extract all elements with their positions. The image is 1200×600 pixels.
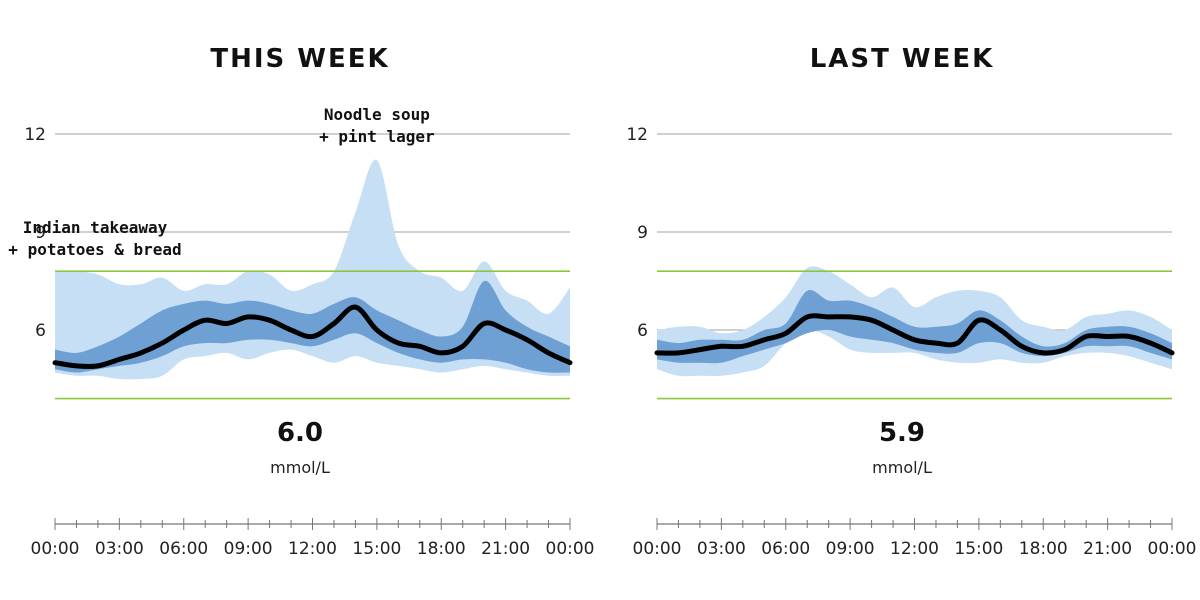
annotation: Indian takeaway + potatoes & bread <box>8 218 181 259</box>
annotation: Noodle soup + pint lager <box>319 105 435 146</box>
this-week-chart: 6 9 12 00:00 03:00 06:00 09:00 12:00 15:00 18:00 2… <box>8 105 595 559</box>
inner-percentile-band <box>657 290 1172 364</box>
x-tick-label: 09:00 <box>826 539 875 559</box>
y-tick-label: 12 <box>24 125 46 145</box>
x-tick-label: 00:00 <box>31 539 80 559</box>
inner-percentile-band <box>55 280 570 373</box>
x-tick-label: 15:00 <box>954 539 1003 559</box>
x-tick-label: 03:00 <box>95 539 144 559</box>
average-value: 5.9 <box>878 418 926 448</box>
last-week-panel: LAST WEEK 6 9 12 00:00 03:00 06:00 09:00 12:00 1… <box>602 0 1200 600</box>
outer-percentile-band <box>657 266 1172 377</box>
average-value: 6.0 <box>276 418 324 448</box>
y-tick-label: 12 <box>626 125 648 145</box>
x-tick-label: 12:00 <box>288 539 337 559</box>
panel-title: THIS WEEK <box>210 44 390 74</box>
x-tick-label: 12:00 <box>890 539 939 559</box>
average-unit: mmol/L <box>872 458 932 477</box>
y-tick-label: 6 <box>637 321 648 341</box>
annotation-line: Indian takeaway <box>23 218 168 237</box>
y-tick-label: 9 <box>637 223 648 243</box>
x-tick-label: 03:00 <box>697 539 746 559</box>
annotation-line: + pint lager <box>319 127 435 146</box>
x-tick-label: 18:00 <box>1019 539 1068 559</box>
average-unit: mmol/L <box>270 458 330 477</box>
median-line <box>52 304 573 370</box>
y-tick-label: 6 <box>35 321 46 341</box>
x-tick-label: 00:00 <box>1148 539 1197 559</box>
x-tick-label: 15:00 <box>352 539 401 559</box>
x-tick-label: 21:00 <box>1083 539 1132 559</box>
x-tick-label: 21:00 <box>481 539 530 559</box>
this-week-panel: THIS WEEK 6 9 12 00:00 03:00 06:00 09:00 12:00 1… <box>8 44 595 559</box>
x-tick-label: 06:00 <box>159 539 208 559</box>
last-week-chart: 6 9 12 00:00 03:00 06:00 09:00 12:00 15:00 18:00 2… <box>626 125 1197 559</box>
x-tick-label: 00:00 <box>633 539 682 559</box>
x-tick-label: 09:00 <box>224 539 273 559</box>
x-tick-label: 18:00 <box>417 539 466 559</box>
median-line <box>654 313 1175 356</box>
panel-title: LAST WEEK <box>809 44 995 74</box>
annotation-line: Noodle soup <box>324 105 430 124</box>
annotation-line: + potatoes & bread <box>8 240 181 259</box>
y-tick-label: 9 <box>35 223 46 243</box>
x-tick-label: 00:00 <box>546 539 595 559</box>
x-tick-label: 06:00 <box>761 539 810 559</box>
